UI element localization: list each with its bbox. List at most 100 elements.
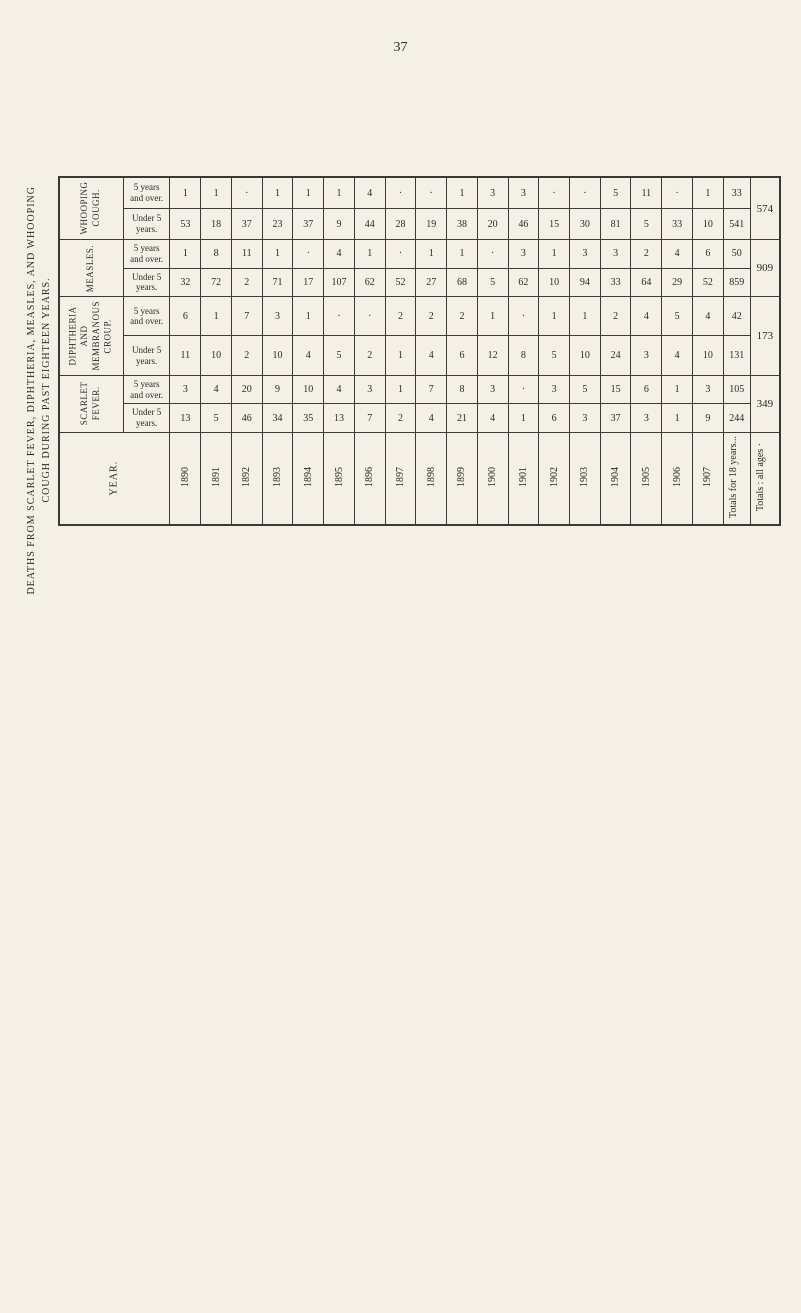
table-wrapper: DEATHS FROM SCARLET FEVER, DIPHTHERIA, M… <box>20 176 781 605</box>
data-cell: 10 <box>570 336 601 375</box>
data-cell: 1 <box>508 404 539 433</box>
data-cell: 3 <box>631 336 662 375</box>
data-cell: 1 <box>354 240 385 269</box>
page-number: 37 <box>20 40 781 56</box>
section-name: SCARLET FEVER. <box>59 375 123 432</box>
data-cell: 71 <box>262 268 293 297</box>
data-cell: 72 <box>201 268 232 297</box>
data-cell: 1 <box>447 177 478 209</box>
year-cell: 1907 <box>692 432 723 525</box>
data-cell: 1 <box>385 336 416 375</box>
data-cell: 10 <box>262 336 293 375</box>
data-cell: 10 <box>539 268 570 297</box>
data-cell: 20 <box>231 375 262 404</box>
year-cell: 1903 <box>570 432 601 525</box>
age-band-label: Under 5 years. <box>123 336 170 375</box>
data-cell: 6 <box>631 375 662 404</box>
row-total: 244 <box>723 404 750 433</box>
data-cell: 5 <box>570 375 601 404</box>
age-band-label: 5 years and over. <box>123 297 170 336</box>
totals-all-ages-label: Totals : all ages · <box>750 432 780 525</box>
year-cell: 1899 <box>447 432 478 525</box>
year-cell: 1897 <box>385 432 416 525</box>
data-cell: 7 <box>354 404 385 433</box>
age-band-label: 5 years and over. <box>123 375 170 404</box>
data-cell: 8 <box>201 240 232 269</box>
age-band-label: Under 5 years. <box>123 404 170 433</box>
data-cell: 5 <box>201 404 232 433</box>
year-cell: 1893 <box>262 432 293 525</box>
data-cell: 3 <box>477 375 508 404</box>
data-cell: 4 <box>692 297 723 336</box>
data-cell: 4 <box>324 240 355 269</box>
data-cell: 1 <box>262 240 293 269</box>
data-cell: 3 <box>262 297 293 336</box>
section-name: DIPHTHERIA AND MEMBRANOUS CROUP. <box>59 297 123 376</box>
data-cell: 2 <box>354 336 385 375</box>
data-cell: 9 <box>262 375 293 404</box>
data-cell: · <box>570 177 601 209</box>
data-cell: · <box>416 177 447 209</box>
row-total: 33 <box>723 177 750 209</box>
data-cell: 37 <box>231 209 262 240</box>
data-cell: 44 <box>354 209 385 240</box>
data-cell: 34 <box>262 404 293 433</box>
data-cell: 1 <box>662 375 693 404</box>
year-cell: 1896 <box>354 432 385 525</box>
data-cell: 8 <box>508 336 539 375</box>
data-cell: 1 <box>662 404 693 433</box>
row-total: 859 <box>723 268 750 297</box>
data-cell: 21 <box>447 404 478 433</box>
data-cell: 3 <box>477 177 508 209</box>
deaths-table: WHOOPING COUGH.5 years and over.11·1114·… <box>58 176 781 526</box>
data-cell: 1 <box>539 240 570 269</box>
data-cell: 62 <box>354 268 385 297</box>
data-cell: 3 <box>692 375 723 404</box>
data-cell: 4 <box>201 375 232 404</box>
data-cell: 2 <box>600 297 631 336</box>
row-total: 105 <box>723 375 750 404</box>
data-cell: 11 <box>631 177 662 209</box>
data-cell: 33 <box>662 209 693 240</box>
age-band-label: Under 5 years. <box>123 268 170 297</box>
data-cell: 10 <box>692 336 723 375</box>
data-cell: 2 <box>231 268 262 297</box>
data-cell: 38 <box>447 209 478 240</box>
data-cell: · <box>385 177 416 209</box>
year-cell: 1894 <box>293 432 324 525</box>
data-cell: 64 <box>631 268 662 297</box>
data-cell: 15 <box>600 375 631 404</box>
year-cell: 1900 <box>477 432 508 525</box>
data-cell: 1 <box>170 177 201 209</box>
data-cell: · <box>477 240 508 269</box>
section-name: WHOOPING COUGH. <box>59 177 123 240</box>
data-cell: · <box>293 240 324 269</box>
data-cell: · <box>539 177 570 209</box>
data-cell: · <box>324 297 355 336</box>
data-cell: 3 <box>570 404 601 433</box>
data-cell: 11 <box>231 240 262 269</box>
data-cell: 46 <box>508 209 539 240</box>
data-cell: 27 <box>416 268 447 297</box>
data-cell: 4 <box>416 404 447 433</box>
data-cell: 2 <box>385 404 416 433</box>
data-cell: 12 <box>477 336 508 375</box>
data-cell: 6 <box>692 240 723 269</box>
data-cell: 52 <box>692 268 723 297</box>
data-cell: 3 <box>508 177 539 209</box>
year-cell: 1892 <box>231 432 262 525</box>
section-grand-total: 173 <box>750 297 780 376</box>
data-cell: 24 <box>600 336 631 375</box>
data-cell: 4 <box>354 177 385 209</box>
data-cell: 32 <box>170 268 201 297</box>
year-cell: 1906 <box>662 432 693 525</box>
age-band-label: Under 5 years. <box>123 209 170 240</box>
data-cell: 13 <box>170 404 201 433</box>
data-cell: 1 <box>692 177 723 209</box>
data-cell: 4 <box>662 240 693 269</box>
data-cell: 62 <box>508 268 539 297</box>
data-cell: 4 <box>416 336 447 375</box>
data-cell: 6 <box>170 297 201 336</box>
data-cell: 18 <box>201 209 232 240</box>
data-cell: 2 <box>631 240 662 269</box>
